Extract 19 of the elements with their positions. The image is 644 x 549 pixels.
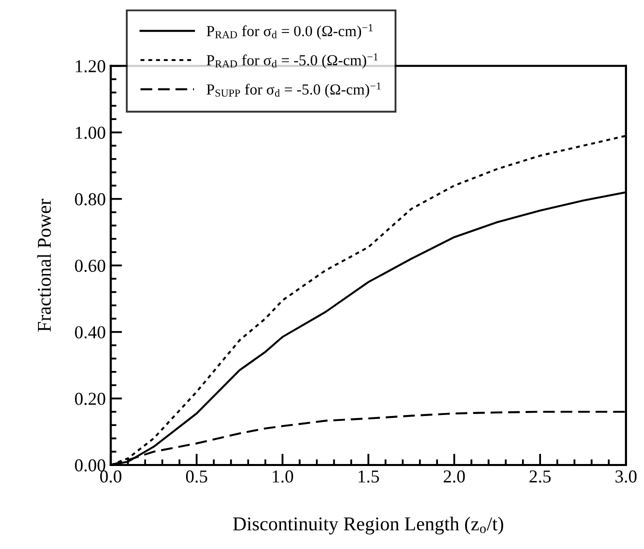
y-tick-label: 1.20 [76,60,106,72]
y-axis-title: Fractional Power [37,198,51,332]
x-tick-label: 2.0 [444,470,465,483]
legend-label: P$_{RAD}$ for σ$_{d}$ = -5.0 (Ω-cm)$^{−1}$ [206,53,378,69]
x-tick-label: 1.0 [272,470,294,483]
y-tick-label: 0.00 [75,459,106,472]
x-tick-label: 2.5 [530,470,551,483]
x-axis-title: Discontinuity Region Length (z$_{o}$/t) [233,516,504,534]
legend-label: P$_{SUPP}$ for σ$_{d}$ = -5.0 (Ω-cm)$^{−1}$ [206,82,381,98]
x-tick-label: 0.5 [186,470,208,483]
x-tick-label: 0.0 [100,470,122,483]
y-tick-label: 0.60 [75,260,106,272]
y-tick-label: 0.80 [75,193,106,206]
x-tick-label: 3.0 [616,470,637,483]
y-tick-label: 0.20 [75,392,106,406]
y-tick-label: 0.40 [75,326,106,338]
x-tick-label: 1.5 [358,470,379,483]
legend-label: P$_{RAD}$ for σ$_{d}$ = 0.0 (Ω-cm)$^{−1}$ [206,24,373,40]
y-tick-label: 1.00 [76,126,106,139]
